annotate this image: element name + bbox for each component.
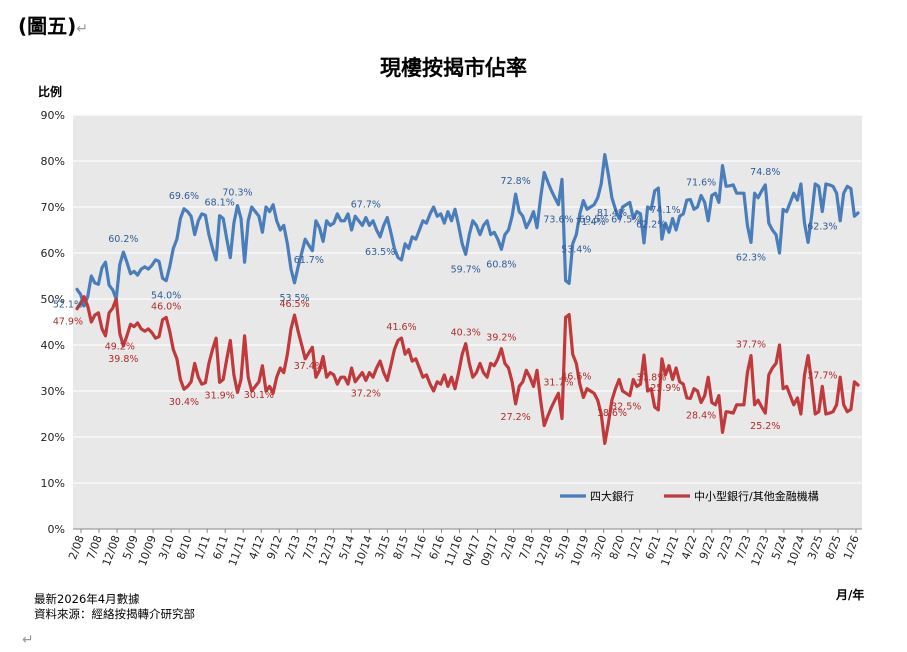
data-label: 53.5% bbox=[279, 293, 309, 304]
data-label: 74.1% bbox=[650, 205, 680, 216]
data-label: 39.8% bbox=[108, 354, 138, 365]
data-label: 69.6% bbox=[169, 191, 199, 202]
y-tick-label: 10% bbox=[41, 477, 65, 490]
data-label: 81.4% bbox=[597, 208, 627, 219]
data-label: 46.5% bbox=[279, 299, 309, 310]
y-tick-label: 90% bbox=[41, 109, 65, 122]
source-note: 資料來源：經絡按揭轉介研究部 bbox=[34, 607, 195, 621]
data-label: 37.7% bbox=[807, 370, 837, 381]
data-label: 37.2% bbox=[351, 388, 381, 399]
data-label: 60.2% bbox=[108, 234, 138, 245]
data-label: 31.7% bbox=[543, 377, 573, 388]
data-label: 30.4% bbox=[169, 397, 199, 408]
data-label: 47.9% bbox=[53, 317, 83, 328]
data-label: 18.6% bbox=[597, 408, 627, 419]
y-tick-label: 60% bbox=[41, 247, 65, 260]
data-label: 27.2% bbox=[501, 412, 531, 423]
figure-label: (圖五)↵ bbox=[18, 14, 89, 38]
x-tick-label: 1/26 bbox=[841, 534, 862, 562]
y-tick-label: 50% bbox=[41, 293, 65, 306]
data-label: 37.8% bbox=[636, 373, 666, 384]
y-axis-label: 比例 bbox=[38, 85, 63, 99]
y-tick-label: 30% bbox=[41, 385, 65, 398]
y-tick-label: 40% bbox=[41, 339, 65, 352]
y-tick-label: 0% bbox=[48, 523, 65, 536]
data-label: 63.5% bbox=[365, 247, 395, 258]
series-line-small-banks bbox=[75, 295, 860, 445]
data-label: 31.9% bbox=[205, 390, 235, 401]
data-label: 73.6% bbox=[543, 215, 573, 226]
x-axis-label: 月/年 bbox=[836, 588, 865, 602]
data-label: 69.5% bbox=[579, 215, 609, 226]
data-label: 74.8% bbox=[750, 167, 780, 178]
data-label: 70.3% bbox=[222, 188, 252, 199]
data-label: 46.0% bbox=[151, 301, 181, 312]
chart-title: 現樓按揭市佔率 bbox=[380, 56, 527, 80]
return-mark-bottom: ↵ bbox=[22, 632, 34, 648]
data-label: 54.0% bbox=[151, 291, 181, 302]
data-label: 25.2% bbox=[750, 421, 780, 432]
data-label: 72.8% bbox=[501, 176, 531, 187]
data-label: 37.7% bbox=[736, 340, 766, 351]
data-label: 68.7% bbox=[864, 0, 894, 3]
data-label: 28.4% bbox=[686, 411, 716, 422]
return-mark: ↵ bbox=[76, 21, 89, 37]
data-label: 62.3% bbox=[736, 252, 766, 263]
data-label: 52.1% bbox=[53, 299, 83, 310]
data-label: 37.4% bbox=[294, 361, 324, 372]
y-tick-label: 80% bbox=[41, 155, 65, 168]
data-label: 67.5% bbox=[611, 215, 641, 226]
data-label: 61.7% bbox=[294, 255, 324, 266]
data-label: 49.2% bbox=[105, 342, 135, 353]
y-tick-label: 20% bbox=[41, 431, 65, 444]
data-label: 41.6% bbox=[386, 322, 416, 333]
data-label: 40.3% bbox=[451, 328, 481, 339]
plot-area bbox=[73, 115, 862, 529]
data-label: 62.2% bbox=[636, 219, 666, 230]
series-line-big4 bbox=[75, 153, 860, 308]
data-label: 60.8% bbox=[486, 259, 516, 270]
legend-item-small-banks: 中小型銀行/其他金融機構 bbox=[694, 489, 819, 503]
data-label: 31.3% bbox=[864, 0, 894, 3]
data-label: 59.7% bbox=[451, 264, 481, 275]
data-label: 53.4% bbox=[561, 245, 591, 256]
data-label: 25.9% bbox=[650, 383, 680, 394]
data-label: 71.4% bbox=[575, 217, 605, 228]
data-label: 46.6% bbox=[561, 371, 591, 382]
data-label: 71.6% bbox=[686, 178, 716, 189]
data-label: 39.2% bbox=[486, 333, 516, 344]
data-label: 30.1% bbox=[244, 390, 274, 401]
data-label: 62.3% bbox=[807, 222, 837, 233]
y-tick-label: 70% bbox=[41, 201, 65, 214]
data-label: 32.5% bbox=[611, 401, 641, 412]
data-label: 68.1% bbox=[205, 198, 235, 209]
legend-item-big4: 四大銀行 bbox=[590, 489, 634, 503]
chart-notes: 最新2026年4月數據 資料來源：經絡按揭轉介研究部 bbox=[34, 592, 195, 622]
data-label: 67.7% bbox=[351, 200, 381, 211]
data-date-note: 最新2026年4月數據 bbox=[34, 592, 140, 606]
